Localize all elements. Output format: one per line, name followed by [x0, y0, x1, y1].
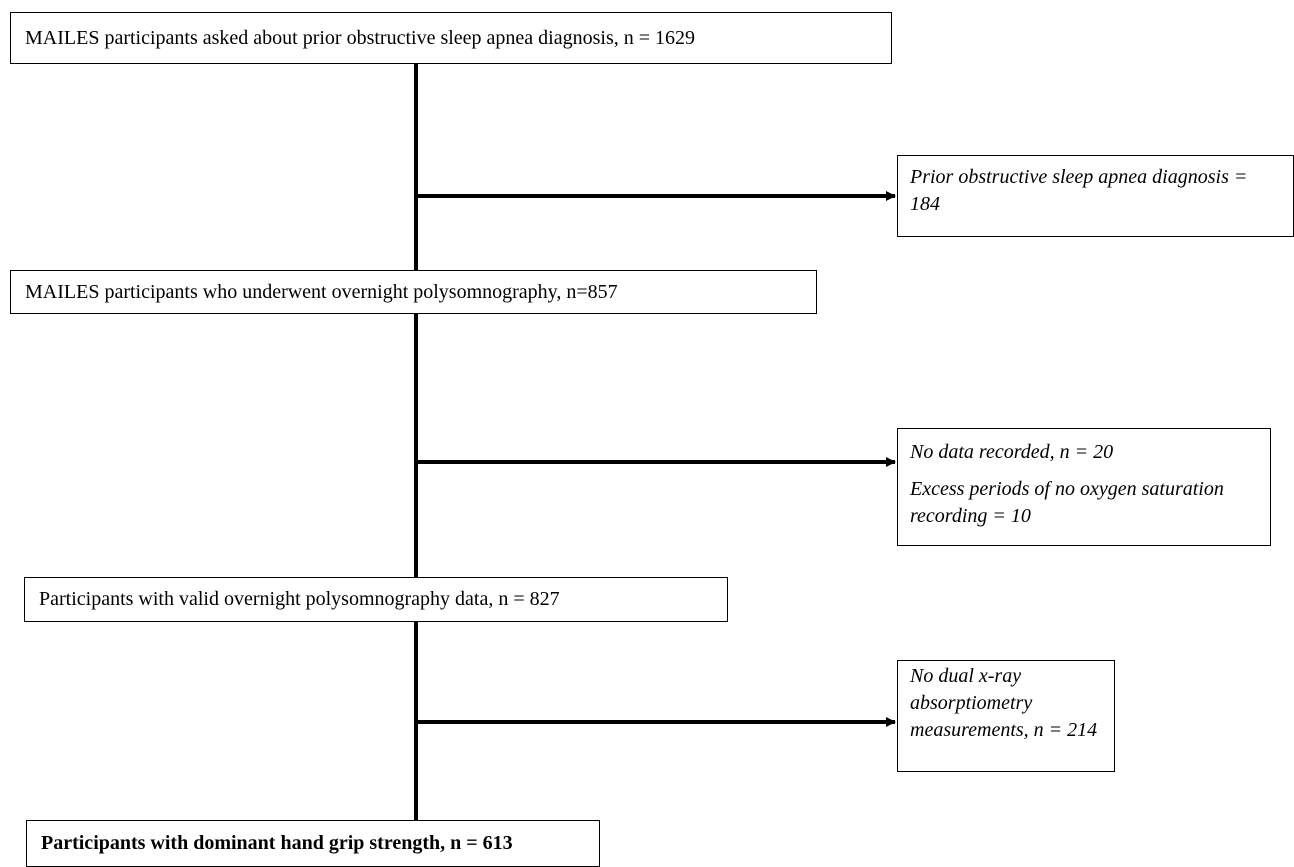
exclusion-text: Prior obstructive sleep apnea diagnosis …	[910, 166, 1248, 215]
exclusion-text-no-oxygen: Excess periods of no oxygen saturation r…	[910, 478, 1224, 527]
step-box-valid-data: Participants with valid overnight polyso…	[24, 577, 728, 622]
exclusion-box-invalid-data: No data recorded, n = 20 Excess periods …	[897, 428, 1271, 546]
step-box-asked-prior-osa: MAILES participants asked about prior ob…	[10, 12, 892, 64]
exclusion-box-prior-osa: Prior obstructive sleep apnea diagnosis …	[897, 155, 1294, 237]
step-text: Participants with dominant hand grip str…	[41, 832, 513, 854]
step-text: Participants with valid overnight polyso…	[39, 588, 560, 610]
step-box-final-sample: Participants with dominant hand grip str…	[26, 820, 600, 867]
exclusion-text-no-data: No data recorded, n = 20	[910, 441, 1114, 463]
exclusion-box-no-dxa: No dual x-ray absorptiometry measurement…	[897, 660, 1115, 772]
step-text: MAILES participants asked about prior ob…	[25, 26, 696, 49]
step-text: MAILES participants who underwent overni…	[25, 280, 618, 303]
step-box-polysomnography: MAILES participants who underwent overni…	[10, 270, 817, 314]
exclusion-text: No dual x-ray absorptiometry measurement…	[910, 665, 1098, 741]
